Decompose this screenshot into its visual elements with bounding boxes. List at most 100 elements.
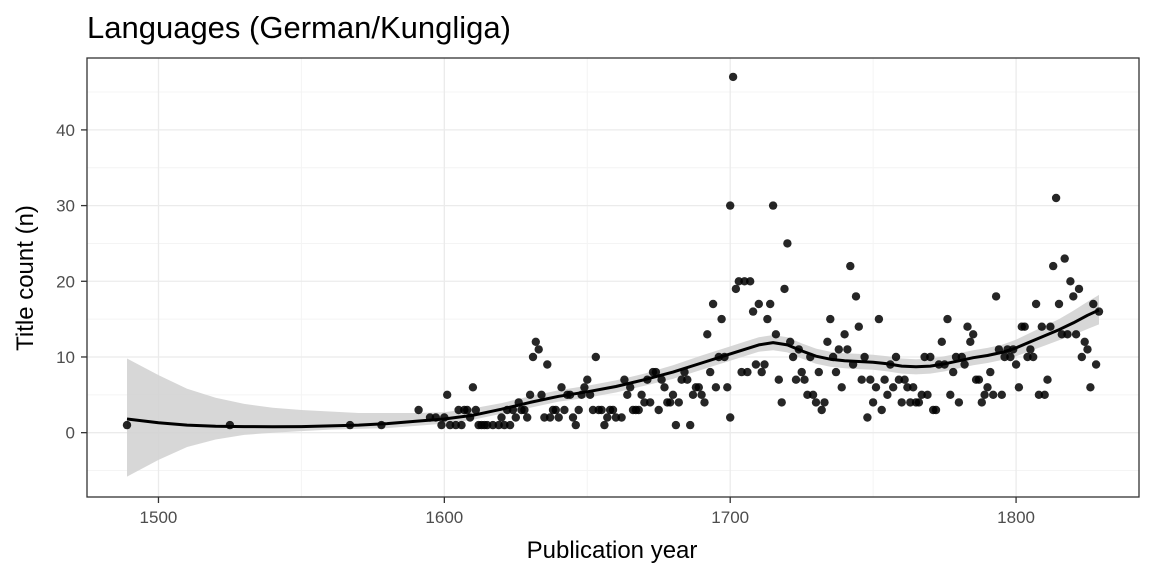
data-point <box>697 390 706 399</box>
data-point <box>1034 390 1044 399</box>
data-point <box>974 375 984 384</box>
data-point <box>946 390 955 399</box>
data-point <box>620 375 629 384</box>
data-point <box>568 413 578 422</box>
data-point <box>909 383 918 392</box>
data-point <box>737 367 746 377</box>
data-point <box>1089 299 1098 309</box>
data-point <box>565 390 575 399</box>
data-point <box>777 398 786 407</box>
data-point <box>957 352 966 362</box>
data-point <box>626 383 635 392</box>
data-point <box>680 367 689 377</box>
data-point <box>668 390 678 399</box>
data-point <box>746 277 755 286</box>
data-point <box>660 383 669 392</box>
data-point <box>471 405 480 415</box>
data-point <box>1009 345 1018 354</box>
data-point <box>846 261 855 271</box>
data-point <box>657 375 666 384</box>
data-point <box>891 352 901 362</box>
data-point <box>534 345 543 354</box>
data-point <box>651 367 661 377</box>
x-axis-title: Publication year <box>527 537 698 564</box>
data-point <box>874 314 884 324</box>
data-point <box>926 352 935 362</box>
data-point <box>1029 352 1038 362</box>
data-point <box>788 352 798 362</box>
data-point <box>580 383 589 392</box>
data-point <box>914 398 924 407</box>
data-point <box>1011 360 1021 369</box>
data-point <box>577 390 586 399</box>
x-tick-label: 1700 <box>711 508 749 527</box>
data-point <box>717 314 726 324</box>
data-point <box>637 390 646 399</box>
y-tick-label: 40 <box>56 121 75 140</box>
data-point <box>951 352 961 362</box>
data-point <box>686 420 695 430</box>
data-point <box>949 367 958 377</box>
data-point <box>728 72 738 82</box>
y-tick-label: 10 <box>56 348 75 367</box>
data-point <box>634 405 643 415</box>
data-point <box>863 413 872 422</box>
data-point <box>1086 383 1095 392</box>
data-point <box>883 390 892 399</box>
data-point <box>771 330 781 339</box>
data-point <box>431 413 440 422</box>
data-point <box>554 413 563 422</box>
data-point <box>225 420 235 430</box>
data-point <box>837 383 846 392</box>
data-point <box>1060 254 1069 263</box>
data-point <box>608 405 618 415</box>
data-point <box>640 398 649 407</box>
data-point <box>828 352 838 362</box>
data-point <box>848 360 858 369</box>
data-point <box>794 345 803 354</box>
data-point <box>871 383 881 392</box>
data-point <box>560 405 569 415</box>
data-point <box>760 360 769 369</box>
data-point <box>960 360 969 369</box>
data-point <box>1094 307 1104 316</box>
data-point <box>889 383 898 392</box>
data-point <box>520 405 529 415</box>
data-point <box>814 367 823 377</box>
data-point <box>774 375 783 384</box>
data-point <box>877 405 886 415</box>
data-point <box>437 420 446 430</box>
data-point <box>708 299 718 309</box>
data-point <box>671 420 681 430</box>
data-point <box>866 375 875 384</box>
data-point <box>823 337 832 346</box>
data-point <box>488 420 498 430</box>
data-point <box>666 398 675 407</box>
data-point <box>508 405 518 415</box>
data-point <box>1071 330 1081 339</box>
data-point <box>897 398 906 407</box>
data-point <box>766 299 775 309</box>
data-point <box>465 413 475 422</box>
data-point <box>646 398 655 407</box>
data-point <box>345 420 355 430</box>
data-point <box>923 390 932 399</box>
data-point <box>851 292 861 301</box>
data-point <box>931 405 941 415</box>
data-point <box>977 398 986 407</box>
data-point <box>786 337 795 346</box>
data-point <box>497 413 506 422</box>
data-point <box>1000 352 1009 362</box>
data-point <box>903 383 912 392</box>
data-point <box>820 398 829 407</box>
data-point <box>969 330 978 339</box>
data-point <box>880 375 889 384</box>
data-point <box>991 292 1001 301</box>
data-point <box>600 420 609 430</box>
data-point <box>654 405 663 415</box>
data-point <box>783 239 792 248</box>
data-point <box>768 201 778 210</box>
data-point <box>726 413 735 422</box>
data-point <box>997 390 1006 399</box>
y-axis-title: Title count (n) <box>12 205 39 351</box>
